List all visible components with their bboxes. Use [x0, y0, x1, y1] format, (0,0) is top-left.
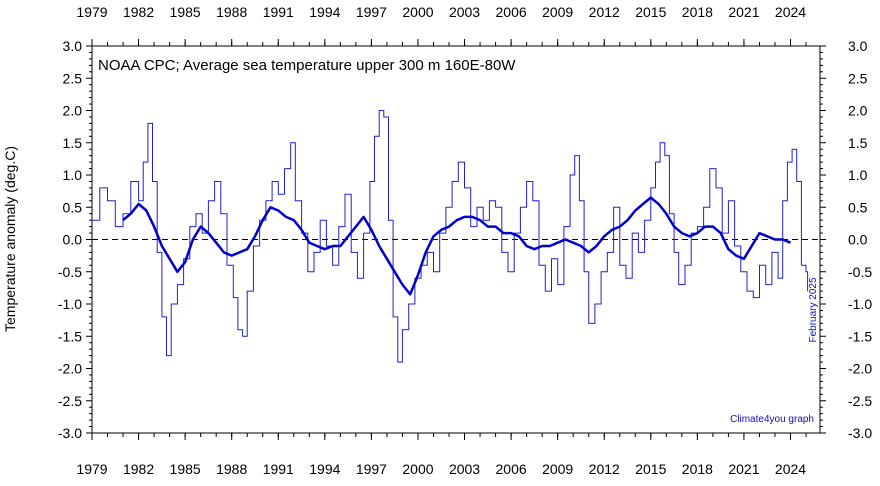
y-tick-label-left: 1.5: [63, 135, 83, 151]
x-tick-label-bottom: 2024: [775, 461, 806, 477]
x-tick-label-top: 2006: [496, 4, 527, 20]
y-tick-label-right: -3.0: [848, 425, 872, 441]
y-tick-label-left: -1.5: [58, 328, 82, 344]
x-tick-label-top: 2003: [449, 4, 480, 20]
x-tick-label-bottom: 1985: [170, 461, 201, 477]
x-tick-label-top: 1985: [170, 4, 201, 20]
date-stamp: February 2025: [808, 277, 819, 342]
x-tick-label-top: 1982: [123, 4, 154, 20]
x-tick-label-bottom: 2006: [496, 461, 527, 477]
y-tick-label-left: -1.0: [58, 296, 82, 312]
y-tick-label-right: -1.5: [848, 328, 872, 344]
y-tick-label-left: 0.5: [63, 199, 83, 215]
x-tick-label-top: 1997: [356, 4, 387, 20]
credit-text: Climate4you graph: [730, 414, 814, 425]
x-tick-label-top: 1979: [76, 4, 107, 20]
x-tick-label-top: 2012: [589, 4, 620, 20]
x-tick-label-top: 2024: [775, 4, 806, 20]
y-tick-label-left: 3.0: [63, 38, 83, 54]
chart-title: NOAA CPC; Average sea temperature upper …: [98, 57, 516, 74]
x-tick-label-bottom: 2015: [635, 461, 666, 477]
x-tick-label-top: 1988: [216, 4, 247, 20]
x-tick-label-bottom: 1991: [263, 461, 294, 477]
x-tick-label-bottom: 2009: [542, 461, 573, 477]
x-tick-label-top: 2021: [728, 4, 759, 20]
x-tick-label-top: 2009: [542, 4, 573, 20]
x-tick-label-bottom: 2000: [402, 461, 433, 477]
y-tick-label-left: -3.0: [58, 425, 82, 441]
x-tick-label-top: 1994: [309, 4, 340, 20]
x-tick-label-bottom: 2012: [589, 461, 620, 477]
y-tick-label-right: -1.0: [848, 296, 872, 312]
y-tick-label-left: -2.5: [58, 393, 82, 409]
x-tick-label-bottom: 2021: [728, 461, 759, 477]
y-tick-label-right: 0.0: [848, 232, 868, 248]
x-tick-label-bottom: 1994: [309, 461, 340, 477]
y-tick-label-right: -2.5: [848, 393, 872, 409]
x-tick-label-bottom: 1982: [123, 461, 154, 477]
y-tick-label-right: 2.5: [848, 70, 868, 86]
y-axis-label: Temperature anomaly (deg.C): [2, 146, 18, 332]
x-tick-label-bottom: 1979: [76, 461, 107, 477]
y-tick-label-right: -2.0: [848, 361, 872, 377]
y-tick-label-right: 1.0: [848, 167, 868, 183]
y-tick-label-left: 1.0: [63, 167, 83, 183]
x-tick-label-top: 2000: [402, 4, 433, 20]
y-tick-label-left: 2.5: [63, 70, 83, 86]
y-tick-label-right: 0.5: [848, 199, 868, 215]
x-tick-label-bottom: 1997: [356, 461, 387, 477]
x-tick-label-bottom: 1988: [216, 461, 247, 477]
x-tick-label-top: 2015: [635, 4, 666, 20]
x-tick-label-bottom: 2003: [449, 461, 480, 477]
y-tick-label-right: -0.5: [848, 264, 872, 280]
y-tick-label-left: 0.0: [63, 232, 83, 248]
y-tick-label-left: 2.0: [63, 103, 83, 119]
series-line-monthly: [92, 110, 809, 363]
x-tick-label-top: 2018: [682, 4, 713, 20]
x-tick-label-bottom: 2018: [682, 461, 713, 477]
x-tick-label-top: 1991: [263, 4, 294, 20]
series-line-running-mean: [122, 196, 791, 296]
y-tick-label-right: 1.5: [848, 135, 868, 151]
y-tick-label-right: 3.0: [848, 38, 868, 54]
y-tick-label-left: -0.5: [58, 264, 82, 280]
y-tick-label-right: 2.0: [848, 103, 868, 119]
y-tick-label-left: -2.0: [58, 361, 82, 377]
